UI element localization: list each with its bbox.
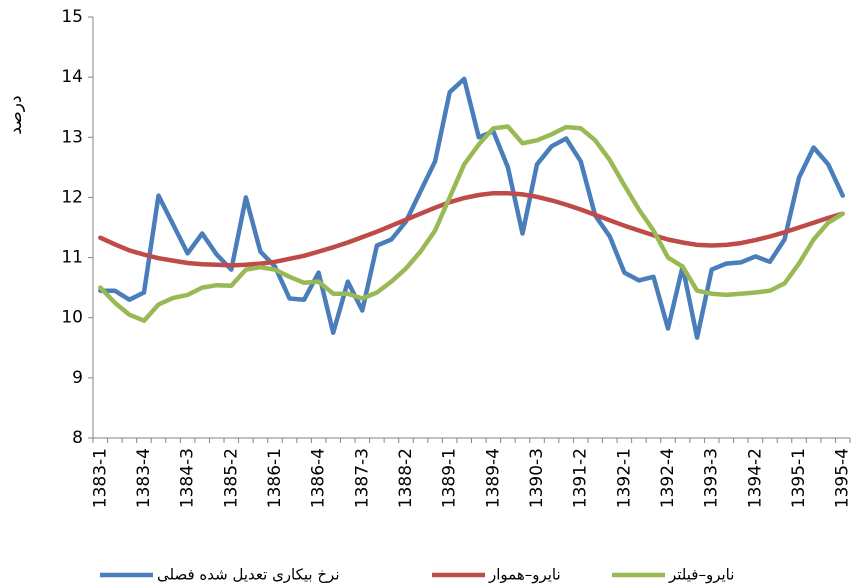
x-tick-label: 1385-2 — [221, 448, 241, 508]
y-axis-title: درصد — [6, 95, 26, 134]
legend-label: نایرو–هموار — [488, 566, 561, 584]
x-tick-label: 1392-4 — [658, 448, 678, 508]
x-tick-label: 1389-1 — [440, 448, 460, 508]
x-tick-label: 1386-1 — [265, 448, 285, 508]
y-tick-label: 11 — [61, 248, 83, 268]
legend-label: نرخ بیکاری تعدیل شده فصلی — [157, 566, 340, 584]
legend-label: نایرو–فیلتر — [668, 566, 734, 584]
x-tick-label: 1394-2 — [745, 448, 765, 508]
x-tick-label: 1389-4 — [483, 448, 503, 508]
x-tick-label: 1388-2 — [396, 448, 416, 508]
y-tick-label: 9 — [72, 368, 83, 388]
series-line — [98, 124, 845, 323]
y-tick-label: 12 — [61, 187, 83, 207]
x-tick-label: 1395-4 — [833, 448, 852, 508]
y-tick-label: 8 — [72, 428, 83, 448]
x-tick-label: 1387-3 — [352, 448, 372, 508]
y-tick-label: 14 — [61, 67, 83, 87]
x-tick-label: 1383-1 — [90, 448, 110, 508]
x-tick-label: 1386-4 — [309, 448, 329, 508]
x-tick-label: 1391-2 — [571, 448, 591, 508]
series-line — [98, 190, 845, 268]
x-tick-label: 1384-3 — [178, 448, 198, 508]
series-line — [98, 76, 845, 340]
y-tick-label: 13 — [61, 127, 83, 147]
x-tick-label: 1383-4 — [134, 448, 154, 508]
y-tick-label: 10 — [61, 308, 83, 328]
x-tick-label: 1392-1 — [614, 448, 634, 508]
x-tick-label: 1395-1 — [789, 448, 809, 508]
y-tick-label: 15 — [61, 7, 83, 27]
x-tick-label: 1390-3 — [527, 448, 547, 508]
x-tick-label: 1393-3 — [702, 448, 722, 508]
